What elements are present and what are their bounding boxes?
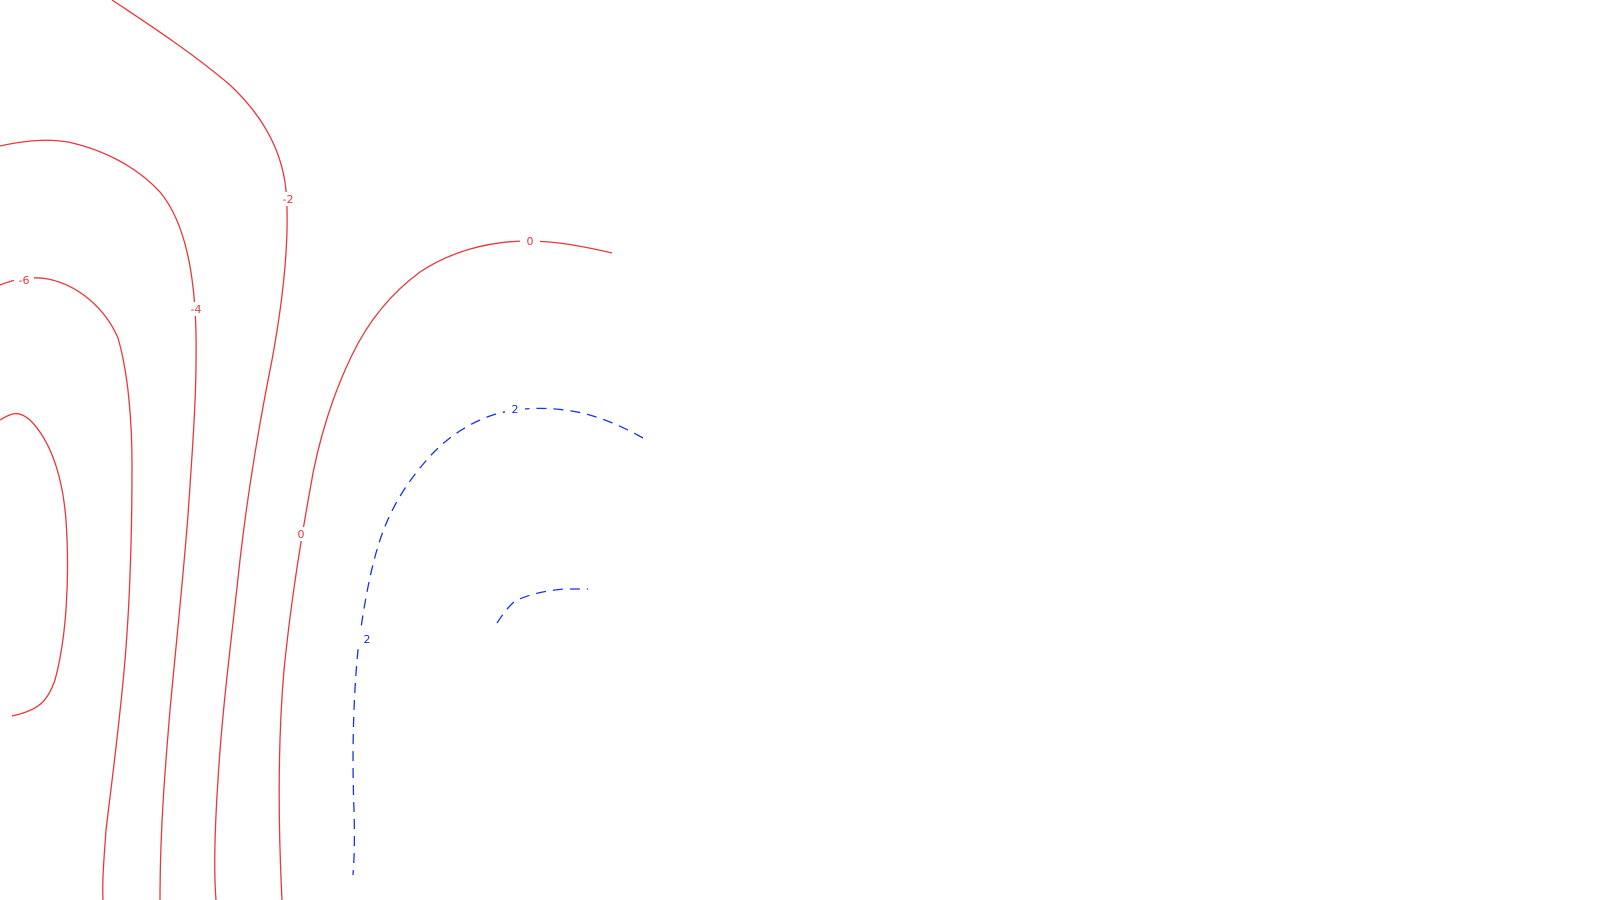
contour-line-2-main [352, 407, 644, 876]
contour-label-minus4: -4 [191, 303, 202, 316]
contour-label-2-side: 2 [364, 633, 371, 646]
contour-level-0: 0 0 [278, 234, 613, 900]
contour-label-minus2: -2 [283, 193, 294, 206]
contour-label-2-top: 2 [512, 403, 519, 416]
contour-line-minus4 [0, 139, 197, 900]
contour-level-minus4: -4 [0, 139, 206, 900]
contour-line-0 [278, 240, 613, 900]
contour-line-2-small [496, 588, 588, 624]
contour-level-2: 2 2 [352, 402, 644, 876]
contour-line-minus2 [111, 0, 288, 900]
contour-level-minus6: -6 [0, 273, 133, 900]
contour-label-0-top: 0 [527, 235, 534, 248]
contour-line-minus6-outer [0, 277, 133, 900]
contour-label-0-side: 0 [298, 528, 305, 541]
contour-level-minus2: -2 [111, 0, 298, 900]
contour-label-minus6: -6 [19, 274, 30, 287]
contour-line-minus6-inner [0, 412, 69, 717]
